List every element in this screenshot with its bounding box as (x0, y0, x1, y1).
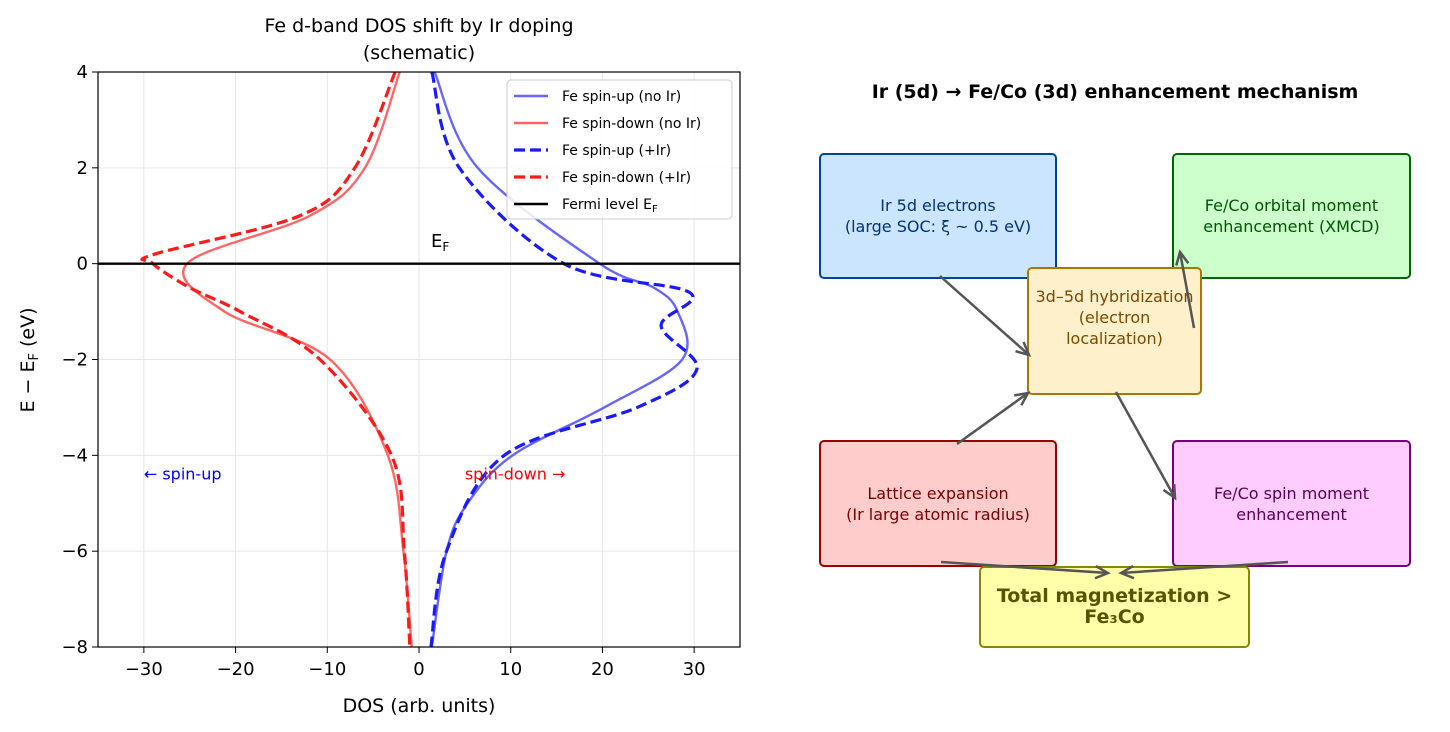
annotation: ← spin-up (144, 464, 222, 483)
arrow-head-icon (1013, 391, 1031, 406)
legend-frame (506, 79, 733, 220)
box-ir-5d-electrons: Ir 5d electrons (large SOC: ξ ~ 0.5 eV) (819, 153, 1057, 279)
y-tick-label: −8 (61, 637, 88, 658)
legend-label: Fermi level EF (562, 197, 658, 215)
box-text: Lattice expansion (Ir large atomic radiu… (846, 483, 1030, 524)
box-lattice-expansion: Lattice expansion (Ir large atomic radiu… (819, 440, 1057, 567)
chart-title-line2: (schematic) (363, 42, 475, 64)
x-tick-label: −20 (217, 659, 255, 680)
y-tick-label: 4 (77, 62, 88, 83)
x-tick-label: 20 (591, 659, 614, 680)
series-line-2 (429, 72, 699, 647)
series-line-3 (140, 72, 412, 647)
y-tick-label: −4 (61, 445, 88, 466)
box-text: Ir 5d electrons (large SOC: ξ ~ 0.5 eV) (844, 196, 1032, 236)
box-text: Fe/Co spin moment enhancement (1214, 483, 1369, 524)
x-tick-label: −10 (308, 659, 346, 680)
y-tick-label: −2 (61, 350, 88, 371)
legend-label: Fe spin-down (+Ir) (562, 170, 691, 186)
chart-title-line1: Fe d-band DOS shift by Ir doping (264, 15, 573, 37)
annotation: EF (431, 231, 449, 254)
plot-area: EF ← spin-up spin-down → (98, 72, 740, 647)
arrow-line (939, 275, 1030, 356)
box-text: Total magnetization > Fe₃Co (996, 585, 1233, 628)
axes-frame (97, 71, 741, 648)
arrow-line (1114, 391, 1177, 499)
y-axis-label: E − EF (eV) (17, 307, 42, 412)
x-tick-label: −30 (125, 659, 163, 680)
series-line-1 (181, 72, 413, 647)
box-text: 3d–5d hybridization (electron localizati… (1035, 286, 1194, 348)
arrow-line (956, 391, 1029, 446)
x-tick-label: 30 (683, 659, 706, 680)
y-tick-label: 0 (77, 254, 88, 275)
dos-chart: Fe d-band DOS shift by Ir doping (schema… (17, 15, 741, 717)
diagram-title: Ir (5d) → Fe/Co (3d) enhancement mechani… (871, 81, 1359, 103)
box-spin-moment: Fe/Co spin moment enhancement (1172, 440, 1411, 567)
y-tick-label: −6 (61, 541, 88, 562)
legend-label: Fe spin-up (+Ir) (562, 143, 671, 159)
x-tick-label: 10 (499, 659, 522, 680)
x-axis-label: DOS (arb. units) (343, 695, 496, 717)
legend-label: Fe spin-down (no Ir) (562, 116, 701, 132)
box-orbital-moment: Fe/Co orbital moment enhancement (XMCD) (1172, 153, 1411, 279)
box-hybridization: 3d–5d hybridization (electron localizati… (1027, 267, 1202, 395)
box-total-magnetization: Total magnetization > Fe₃Co (979, 566, 1250, 648)
y-tick-label: 2 (77, 158, 88, 179)
box-text: Fe/Co orbital moment enhancement (XMCD) (1203, 196, 1380, 236)
x-tick-label: 0 (413, 659, 424, 680)
legend: Fe spin-up (no Ir) Fe spin-down (no Ir) Fe… (506, 79, 733, 220)
legend-label: Fe spin-up (no Ir) (562, 89, 681, 105)
annotation: spin-down → (465, 464, 566, 483)
